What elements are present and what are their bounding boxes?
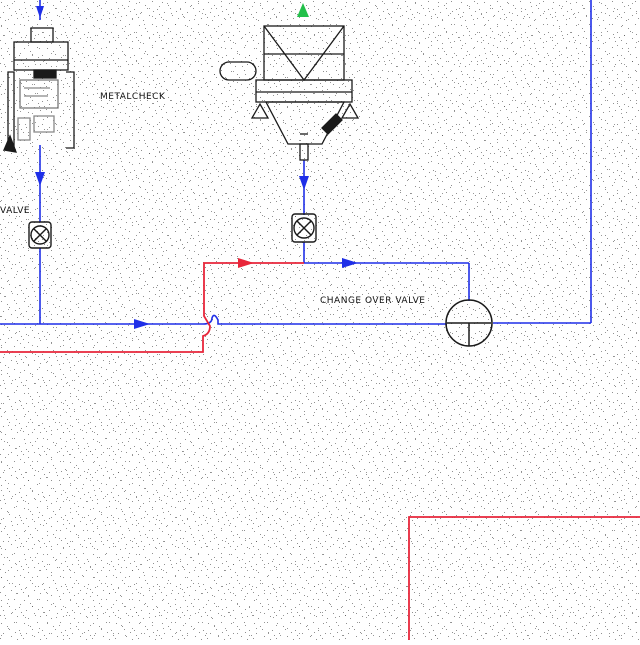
flow-arrow-icon <box>35 172 45 186</box>
flow-arrow-icon <box>36 6 44 18</box>
flow-arrows <box>35 3 358 329</box>
metal-check-label: METALCHECK <box>100 92 166 102</box>
butterfly-valve-icon <box>28 221 52 249</box>
flow-arrow-icon <box>297 3 309 17</box>
valve-label: VALVE <box>0 206 30 216</box>
change-over-valve-icon <box>445 299 493 347</box>
metal-detector-icon <box>3 27 75 153</box>
butterfly-valve-icon <box>291 213 317 243</box>
red-process-lines <box>0 262 640 640</box>
flow-arrow-icon <box>299 176 309 190</box>
flow-arrow-icon <box>238 258 254 268</box>
hopper-icon <box>219 25 360 161</box>
flow-arrow-icon <box>134 319 150 329</box>
blue-process-lines <box>0 0 592 325</box>
change-over-valve-label: CHANGE OVER VALVE <box>320 296 425 306</box>
flow-arrow-icon <box>342 258 358 268</box>
